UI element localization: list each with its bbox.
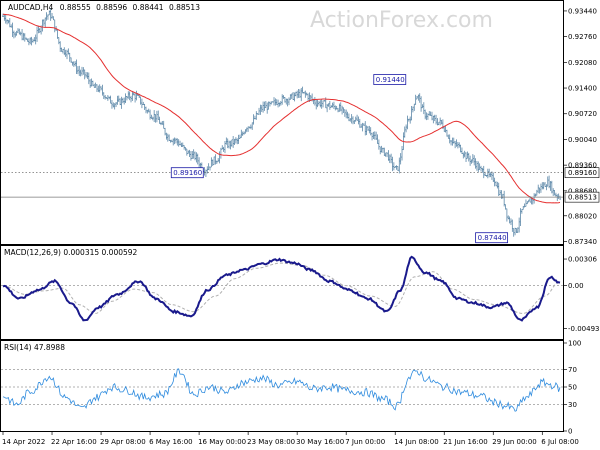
macd-y-tick-label: 0.00306 [568,256,597,264]
time-axis: 14 Apr 2022 22 Apr 16:00 29 Apr 08:00 6 May… [2,431,579,446]
price-y-tick-label: 0.89360 [568,162,597,170]
macd-y-tick-label: 0.00 [568,282,584,290]
x-tick-label: 7 Jun 00:00 [345,438,385,446]
x-tick-label: 6 May 16:00 [149,438,193,446]
macd-line [2,255,561,322]
price-level-tag-label: 0.89160 [568,169,597,177]
price-annotation-label: 0.87440 [478,234,507,242]
ohlc-open: 0.88555 [60,3,91,12]
macd-signal-line [2,262,561,314]
price-y-tick-label: 0.93440 [568,7,597,15]
price-y-tick-label: 0.88680 [568,187,597,195]
rsi-y-tick-label: 70 [568,366,577,374]
x-tick-label: 23 May 08:00 [247,438,295,446]
price-y-tick-label: 0.91400 [568,85,597,93]
x-tick-label: 21 Jun 16:00 [443,438,487,446]
price-y-tick-label: 0.90040 [568,136,597,144]
ohlc-close: 0.88513 [169,3,200,12]
rsi-y-tick-label: 30 [568,401,577,409]
price-level-tag [564,191,600,203]
price-annotation-box [475,232,509,244]
x-tick-label: 16 May 00:00 [198,438,246,446]
price-level-tag-label: 0.88513 [568,194,597,202]
x-tick-label: 22 Apr 16:00 [51,438,97,446]
rsi-line [2,368,561,412]
watermark: ActionForex.com [310,8,493,33]
x-tick-label: 30 May 16:00 [296,438,344,446]
rsi-title: RSI(14) 47.8988 [4,343,65,352]
price-symbol-label: AUDCAD,H4 0.88555 0.88596 0.88441 0.8851… [8,3,200,12]
price-y-tick-label: 0.92760 [568,33,597,41]
price-annotation-label: 0.91440 [376,76,405,84]
x-tick-label: 14 Apr 2022 [2,438,45,446]
rsi-y-tick-label: 50 [568,384,577,392]
x-tick-label: 6 Jul 08:00 [541,438,579,446]
price-annotations: 0.89160 0.91440 0.87440 [170,74,509,244]
ohlc-low: 0.88441 [133,3,164,12]
rsi-y-axis: 100 70 50 30 0 [1,340,581,436]
rsi-y-tick-label: 100 [568,340,581,348]
price-pane-frame [0,0,564,245]
price-y-axis: 0.93440 0.92760 0.92080 0.91400 0.90720 0.900… [563,7,597,246]
macd-title: MACD(12,26,9) 0.000315 0.000592 [4,248,138,257]
ohlc-high: 0.88596 [96,3,127,12]
price-annotation-label: 0.89160 [173,169,202,177]
rsi-y-tick-label: 0 [568,428,572,436]
price-annotation-box [170,167,204,179]
x-tick-label: 29 Apr 08:00 [100,438,146,446]
price-y-tick-label: 0.92080 [568,59,597,67]
x-tick-label: 14 Jun 08:00 [394,438,438,446]
price-y-tick-label: 0.87340 [568,238,597,246]
price-y-tick-label: 0.90720 [568,110,597,118]
price-y-tick-label: 0.88020 [568,212,597,220]
price-title: AUDCAD,H4 [8,3,54,12]
rsi-pane-frame [0,340,564,432]
price-level-tag [564,167,600,179]
x-tick-label: 29 Jun 00:00 [492,438,536,446]
moving-average-line [2,13,561,204]
price-levels: 0.89160 0.88513 [1,167,600,203]
price-annotation-box [373,74,407,85]
price-bars [2,8,561,237]
